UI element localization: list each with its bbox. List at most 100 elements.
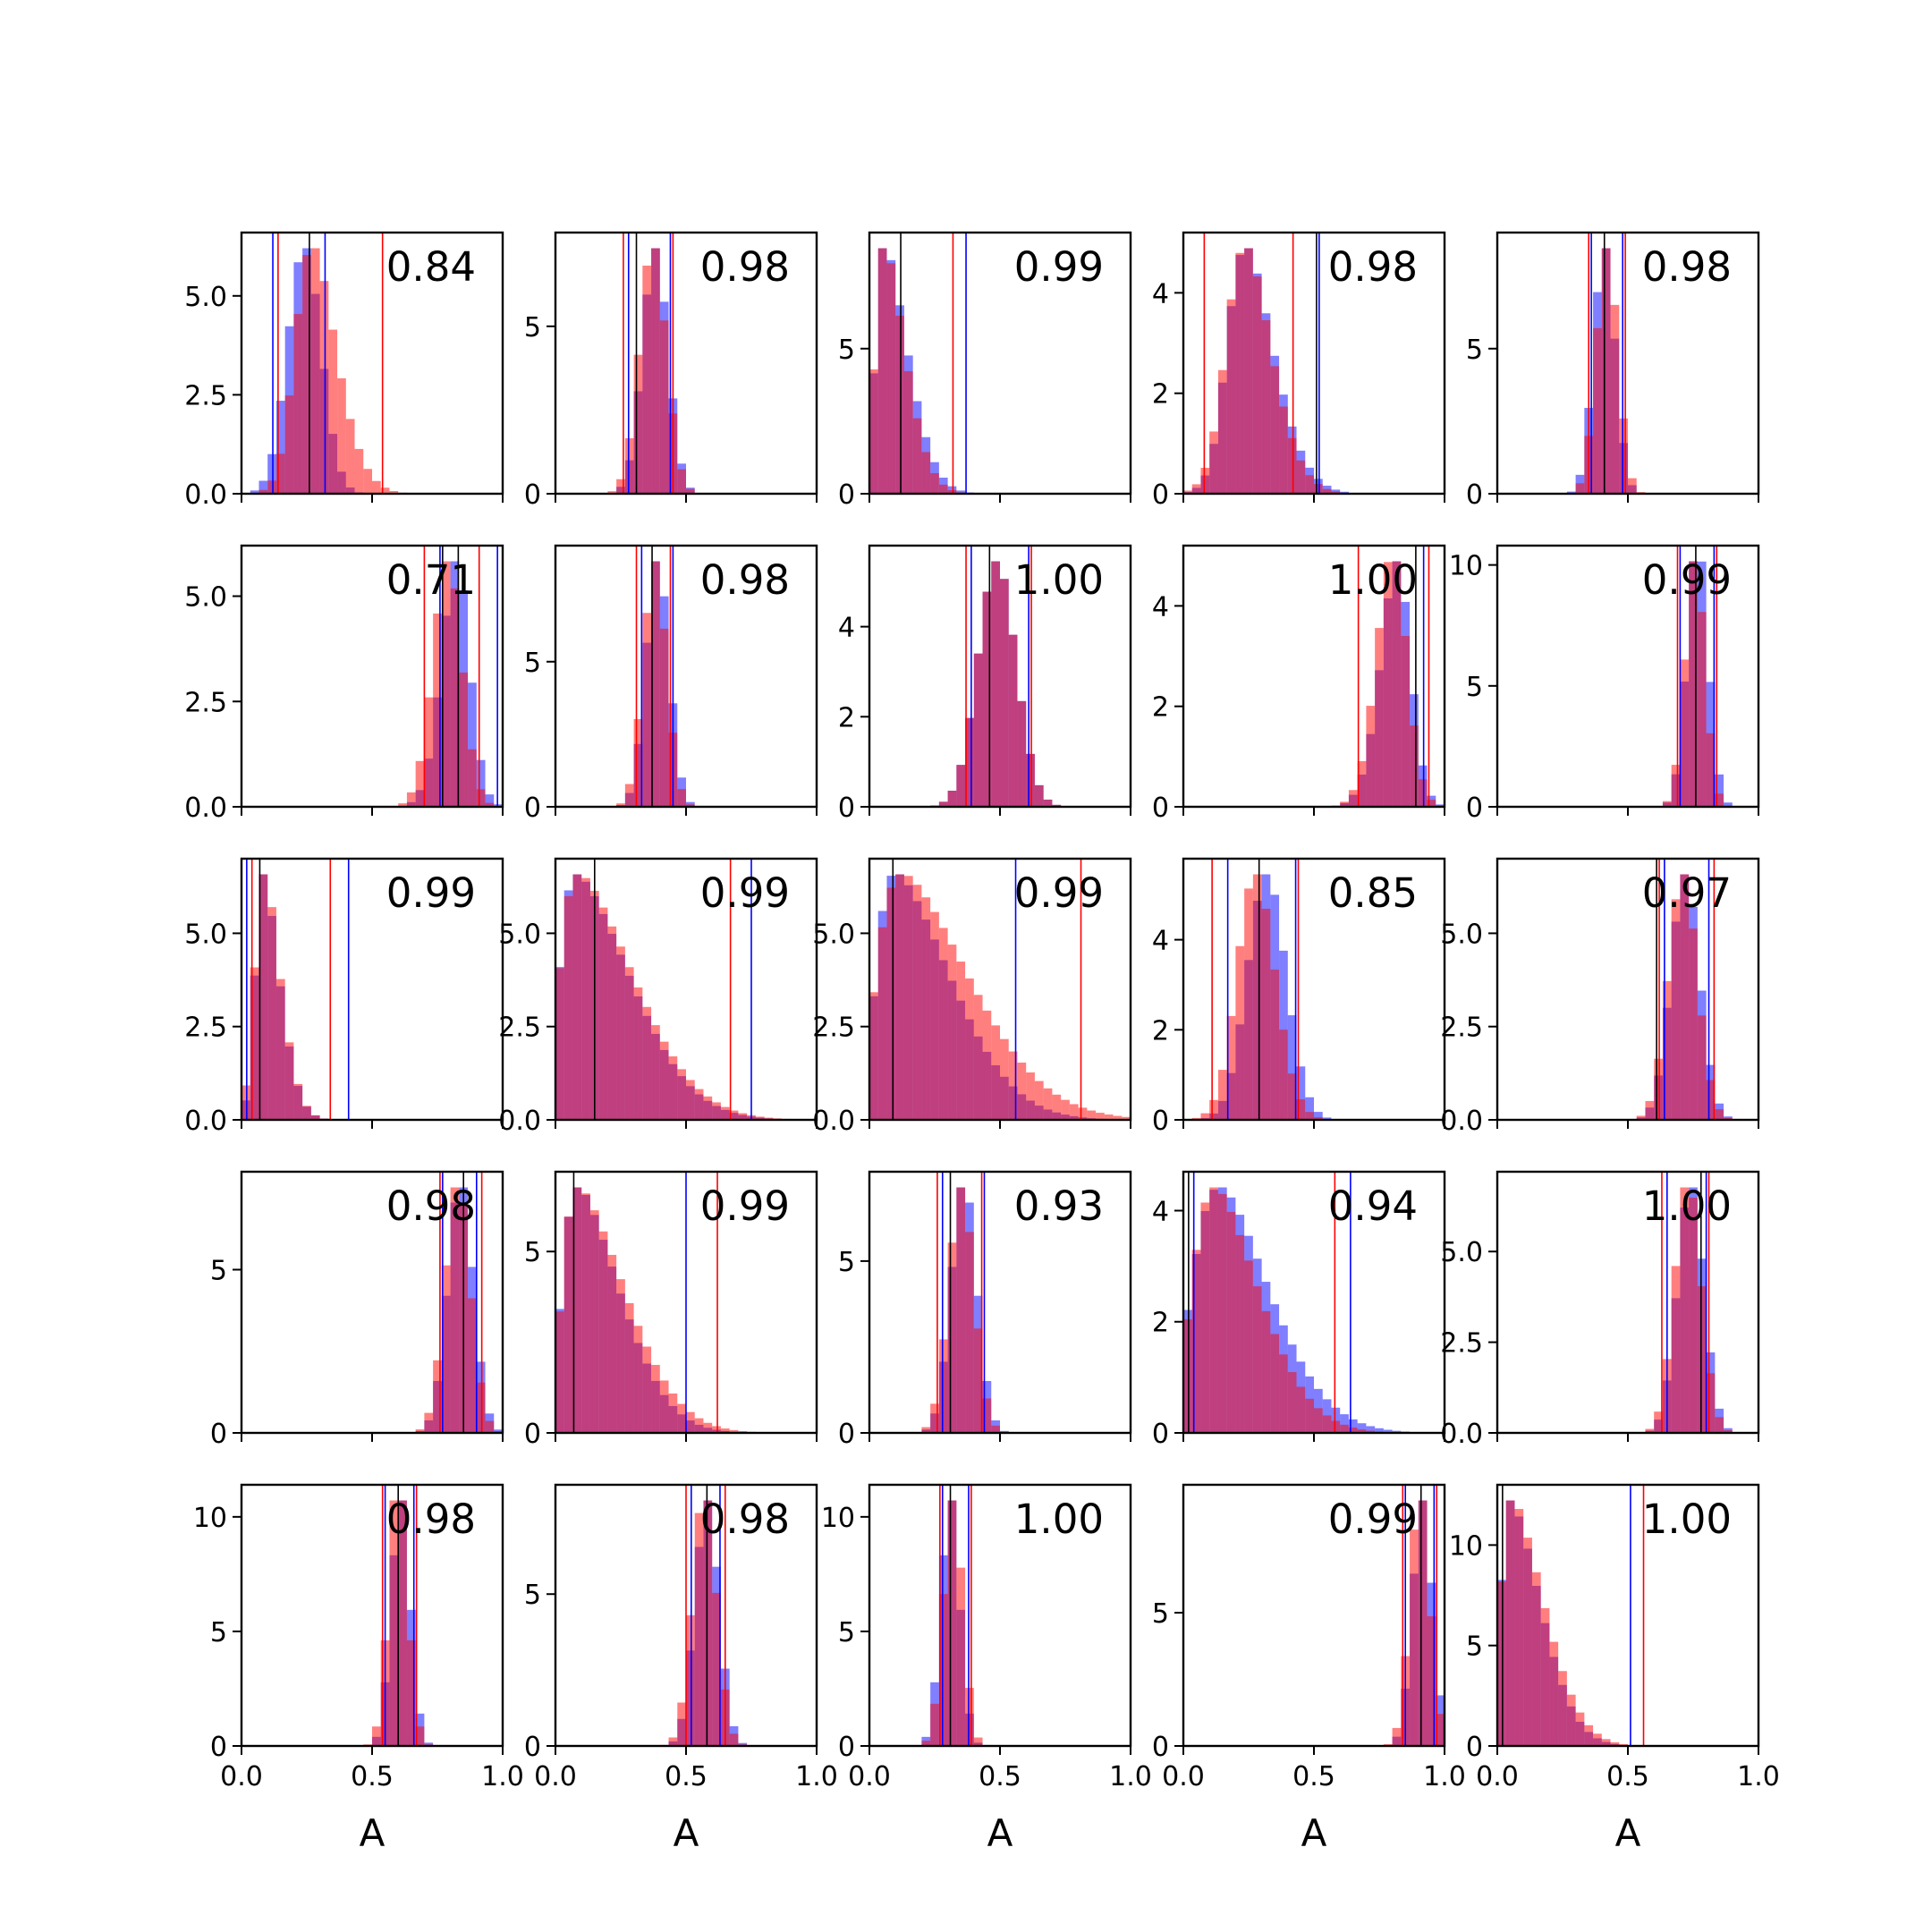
y-tick-label: 0 [1466,479,1483,511]
red-histogram-bar [1689,928,1698,1120]
red-histogram-bar [1226,1211,1236,1433]
red-histogram-bar [1340,1424,1349,1433]
x-tick-label: 0.5 [351,1761,394,1792]
panel-5-2: 0.0 0.5 1.0 0 5 0.98 A [524,1483,838,1855]
red-histogram-bar [1689,1198,1698,1433]
red-histogram-bar [1191,1250,1201,1433]
panel-score-label: 0.98 [700,1496,790,1543]
red-histogram-bar [598,1231,608,1433]
red-histogram-bar [485,1420,495,1433]
red-histogram-bar [895,874,904,1120]
red-histogram-bar [973,1328,983,1433]
red-histogram-bar [293,1083,303,1120]
red-histogram-bar [930,473,939,494]
red-histogram-bar [720,1428,730,1433]
y-tick-label: 2.5 [1440,1013,1483,1044]
blue-histogram-bar [1340,1414,1349,1433]
red-histogram-bar [1410,725,1419,807]
red-histogram-bar [1226,1015,1236,1120]
y-tick-label: 2 [1152,379,1169,411]
red-histogram-bar [607,1254,617,1433]
red-histogram-bar [668,1393,678,1433]
blue-histogram-bar [1724,802,1733,807]
x-tick-label: 1.0 [1737,1761,1780,1792]
red-histogram-bar [1715,793,1724,807]
blue-histogram-bar [258,480,268,494]
panel-score-label: 0.98 [700,243,790,291]
y-tick-label: 5.0 [184,282,227,313]
red-histogram-bar [1375,628,1384,807]
red-histogram-bar [642,1346,652,1433]
y-tick-label: 0 [1466,792,1483,824]
red-histogram-bar [642,613,652,807]
red-histogram-bar [1191,484,1201,494]
red-histogram-bar [1593,327,1602,494]
red-histogram-bar [1610,304,1620,494]
blue-histogram-bar [1566,491,1576,494]
blue-histogram-bar [485,794,495,807]
x-tick-label: 0.0 [534,1761,577,1792]
y-tick-label: 0 [210,1732,227,1763]
red-histogram-bar [581,1193,590,1433]
blue-histogram-bar [1331,1407,1341,1433]
red-histogram-bar [250,967,259,1120]
red-histogram-bar [1531,1572,1541,1746]
red-histogram-bar [1348,1427,1358,1433]
red-histogram-bar [1505,1500,1515,1746]
red-histogram-bar [1217,1193,1227,1433]
red-histogram-bar [1279,1354,1288,1433]
y-tick-label: 0.0 [184,1106,227,1137]
red-histogram-bar [1322,1415,1332,1433]
panel-score-label: 0.99 [1014,869,1104,917]
panel-3-4: 0 2 4 0.85 [1152,857,1446,1137]
y-tick-label: 0 [1152,1732,1169,1763]
y-tick-label: 0 [838,479,855,511]
red-histogram-bar [598,907,608,1120]
blue-histogram-bar [947,486,957,494]
y-tick-label: 0.0 [1440,1419,1483,1450]
red-histogram-bar [476,789,486,807]
red-histogram-bar [555,968,564,1120]
y-tick-label: 5.0 [184,582,227,614]
red-histogram-bar [1671,765,1681,807]
red-histogram-bar [284,395,294,494]
red-histogram-bar [389,491,399,494]
red-histogram-bar [1252,1286,1262,1433]
red-histogram-bar [1235,945,1245,1120]
red-histogram-bar [1645,1100,1655,1120]
y-tick-label: 0 [524,1419,541,1450]
red-histogram-bar [275,979,285,1120]
panel-score-label: 1.00 [1014,556,1104,604]
red-histogram-bar [651,1364,660,1433]
red-histogram-bar [1628,478,1637,494]
red-histogram-bar [633,1326,643,1433]
red-histogram-bar [1034,784,1044,807]
red-histogram-bar [694,1418,704,1433]
red-histogram-bar [1357,760,1367,807]
red-histogram-bar [886,263,896,494]
red-histogram-bar [1261,1310,1271,1433]
y-tick-label: 0 [1466,1732,1483,1763]
red-histogram-bar [886,887,896,1120]
red-histogram-bar [921,1741,931,1746]
red-histogram-bar [1034,1080,1044,1120]
x-tick-label: 0.0 [1162,1761,1205,1792]
red-histogram-bar [973,995,983,1120]
red-histogram-bar [1401,636,1411,807]
red-histogram-bar [1305,1398,1314,1433]
red-histogram-bar [938,484,948,494]
red-histogram-bar [398,803,407,807]
red-histogram-bar [1671,1266,1681,1433]
red-histogram-bar [982,591,992,807]
red-histogram-bar [1575,1712,1585,1746]
y-tick-label: 0.0 [498,1106,541,1137]
red-histogram-bar [677,469,686,494]
y-tick-label: 0 [838,1419,855,1450]
y-tick-label: 4 [1152,591,1169,623]
red-histogram-bar [982,1010,992,1120]
x-axis-label: A [360,1811,386,1855]
red-histogram-bar [242,1085,250,1120]
y-tick-label: 5 [838,335,855,366]
red-histogram-bar [659,320,669,494]
red-histogram-bar [555,1311,564,1433]
